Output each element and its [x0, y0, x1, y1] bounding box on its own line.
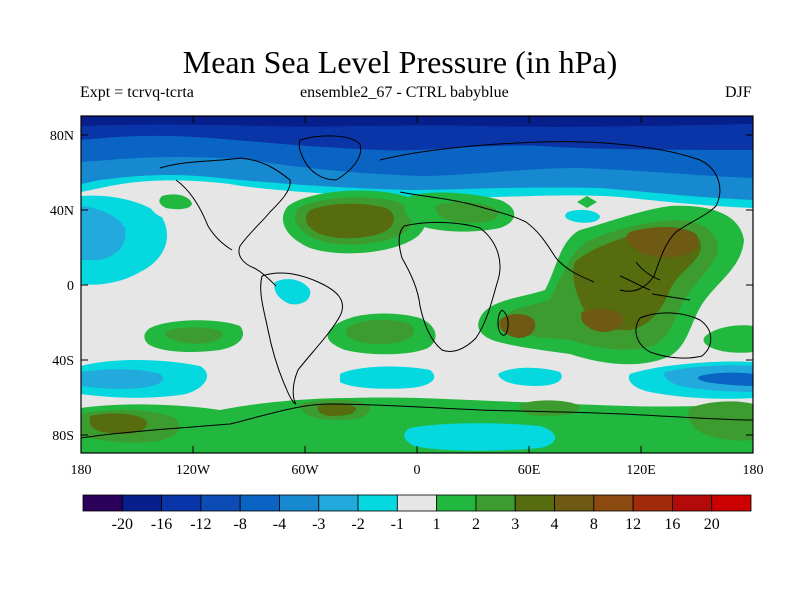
experiment-label: Expt = tcrvq-tcrta	[80, 84, 194, 101]
colorbar-label: -8	[234, 516, 247, 533]
coast-madagascar	[497, 309, 509, 336]
colorbar-swatch	[672, 494, 713, 512]
colorbar-swatch	[357, 494, 398, 512]
north-atlantic-high-core	[305, 203, 395, 239]
indo-pacific-hot	[626, 227, 699, 258]
lon-label-0: 0	[414, 463, 421, 478]
colorbar-label: -16	[151, 516, 172, 533]
map-field	[81, 116, 753, 453]
colorbar-label: 8	[590, 516, 598, 533]
antarctic-indian-mid	[519, 400, 580, 416]
antarctic-atlantic-core	[317, 403, 356, 416]
coast-africa	[398, 221, 501, 352]
colorbar-swatch	[200, 494, 241, 512]
colorbar-swatch	[514, 494, 555, 512]
sh-low-pacific-deep	[698, 372, 753, 386]
lat-label-40s: 40S	[52, 354, 74, 369]
colorbar-swatch	[436, 494, 477, 512]
east-pacific-green	[703, 325, 753, 353]
antarctic-east-mid	[688, 401, 753, 441]
antarctic-cyan-patch	[404, 423, 555, 451]
colorbar-swatch	[121, 494, 162, 512]
colorbar-label: -2	[351, 516, 364, 533]
colorbar-label: 1	[433, 516, 441, 533]
south-america-cyan	[274, 279, 311, 305]
south-atlantic-mid	[345, 319, 415, 345]
coast-indonesia	[619, 261, 691, 301]
sh-low-atlantic	[340, 366, 435, 389]
colorbar-label: -1	[391, 516, 404, 533]
lon-label-180w: 180	[71, 463, 92, 478]
colorbar-swatch	[396, 494, 438, 512]
colorbar-swatch	[161, 494, 202, 512]
season-label: DJF	[725, 84, 752, 101]
lat-label-80s: 80S	[52, 429, 74, 444]
lat-label-80n: 80N	[50, 129, 74, 144]
colorbar-label: 12	[625, 516, 641, 533]
colorbar-label: 3	[511, 516, 519, 533]
antarctic-green	[81, 397, 753, 453]
colorbar-swatch	[82, 494, 123, 512]
coast-eurasia	[379, 141, 721, 292]
colorbar-label: 4	[551, 516, 559, 533]
coast-australia	[635, 312, 712, 359]
coast-antarctica	[81, 403, 753, 439]
colorbar-swatch	[711, 494, 752, 512]
colorbar-label: 20	[704, 516, 720, 533]
coast-north-america	[159, 157, 291, 287]
colorbar-swatch	[279, 494, 320, 512]
east-asia-cyan	[565, 209, 600, 223]
ensemble-label: ensemble2_67 - CTRL babyblue	[300, 84, 509, 101]
lon-label-120w: 120W	[176, 463, 211, 478]
sh-low-indian	[498, 367, 562, 386]
colorbar: -20 -16 -12 -8 -4 -3 -2 -1 1 2 3 4 8 12 16 20	[82, 494, 752, 533]
colorbar-label: -3	[312, 516, 325, 533]
colorbar-swatch	[632, 494, 673, 512]
colorbar-label: -12	[190, 516, 211, 533]
lat-ticks	[81, 134, 753, 436]
colorbar-label: -4	[273, 516, 286, 533]
colorbar-label: -20	[112, 516, 133, 533]
colorbar-swatch	[475, 494, 516, 512]
lon-label-180e: 180	[743, 463, 764, 478]
lat-label-eq: 0	[67, 279, 74, 294]
lon-label-60e: 60E	[518, 463, 541, 478]
east-asia-diamond	[577, 196, 597, 208]
colorbar-label: 2	[472, 516, 480, 533]
colorbar-swatch	[554, 494, 595, 512]
sh-low-west-mid	[81, 369, 164, 389]
colorbar-swatch	[593, 494, 634, 512]
plot-title: Mean Sea Level Pressure (in hPa)	[182, 44, 618, 80]
south-pacific-mid	[165, 327, 223, 344]
lat-label-40n: 40N	[50, 204, 74, 219]
coastlines	[81, 135, 753, 439]
south-indian-core	[581, 308, 623, 332]
coast-south-america	[260, 272, 343, 405]
lon-label-60w: 60W	[291, 463, 319, 478]
colorbar-swatch	[239, 494, 280, 512]
lon-label-120e: 120E	[626, 463, 656, 478]
coast-greenland	[298, 135, 362, 181]
antarctic-west-core	[90, 413, 147, 434]
lon-ticks	[80, 116, 754, 453]
madagascar-core	[499, 314, 536, 338]
west-blue-lobe	[81, 206, 126, 260]
colorbar-label: 16	[664, 516, 680, 533]
colorbar-swatch	[318, 494, 359, 512]
north-pacific-green	[159, 194, 192, 210]
